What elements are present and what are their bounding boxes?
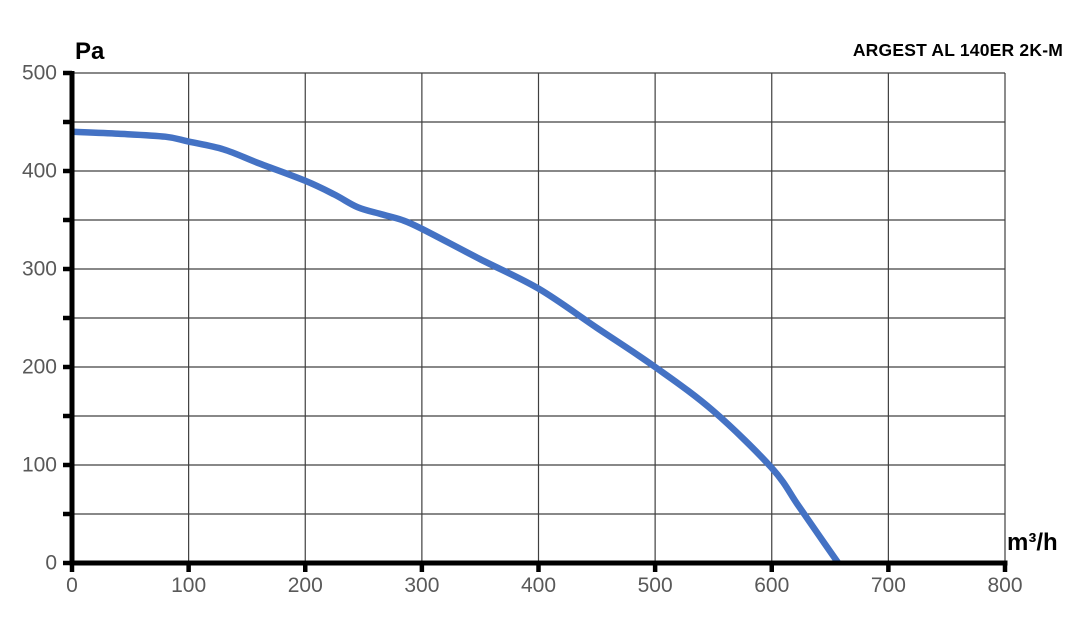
x-tick-label: 400: [520, 574, 557, 597]
x-tick-label: 100: [171, 574, 207, 597]
y-tick-label: 500: [21, 61, 57, 85]
x-tick-label: 200: [287, 574, 323, 597]
pressure-curve: [71, 128, 841, 565]
y-tick-label: 300: [21, 257, 57, 281]
y-tick-label: 400: [21, 159, 57, 183]
x-tick-label: 0: [66, 574, 78, 597]
x-tick-label: 700: [870, 574, 906, 597]
x-tick-label: 500: [637, 574, 673, 597]
y-tick-label: 200: [21, 355, 57, 379]
y-tick-label: 100: [21, 453, 57, 477]
x-tick-label: 800: [987, 574, 1023, 597]
x-tick-label: 300: [404, 574, 440, 597]
chart-title: ARGEST AL 140ER 2K-M: [852, 40, 1063, 60]
x-axis-title: m³/h: [1007, 529, 1058, 556]
x-tick-label: 600: [754, 574, 790, 597]
y-axis-title: Pa: [75, 38, 105, 65]
y-tick-label: 0: [45, 551, 57, 575]
